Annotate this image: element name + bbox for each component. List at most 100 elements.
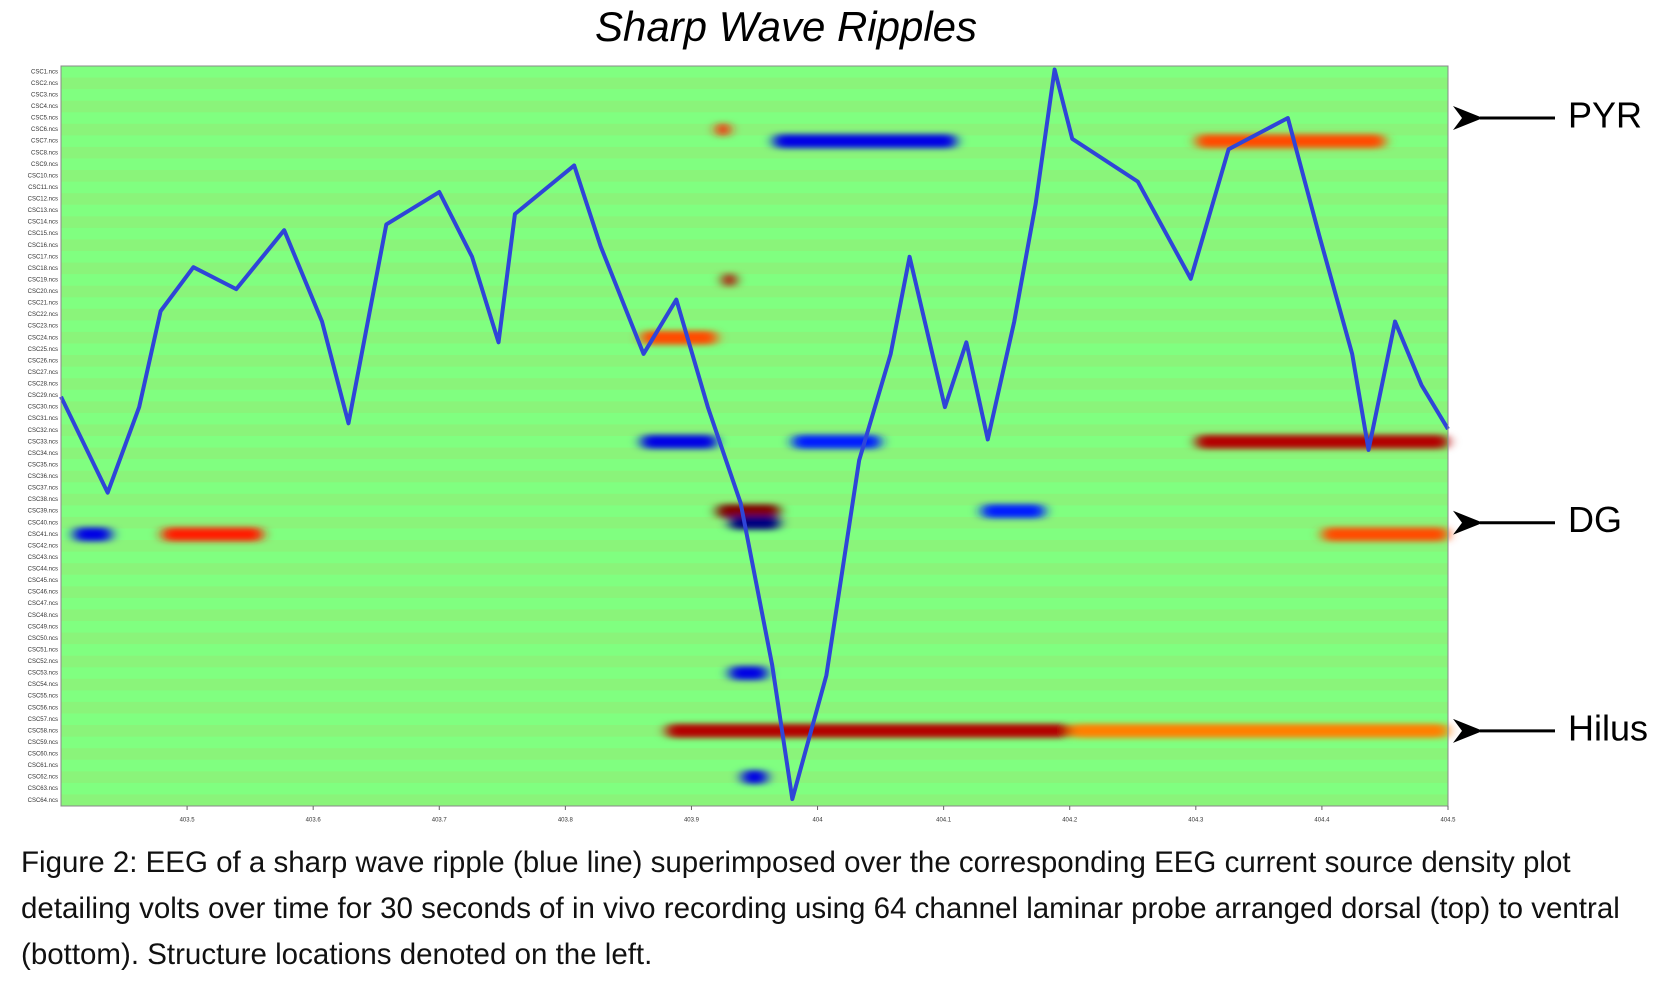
y-tick-label: CSC43.ncs: [28, 555, 58, 561]
y-tick-label: CSC46.ncs: [28, 590, 58, 596]
csd-spot: [1195, 434, 1448, 449]
y-tick-label: CSC21.ncs: [28, 301, 58, 307]
y-tick-label: CSC38.ncs: [28, 497, 58, 503]
x-tick-label: 403.6: [306, 818, 322, 824]
y-tick-label: CSC29.ncs: [28, 393, 58, 399]
csd-spot: [666, 723, 1070, 738]
y-tick-label: CSC52.ncs: [28, 659, 58, 665]
y-tick-label: CSC22.ncs: [28, 312, 58, 318]
y-tick-label: CSC14.ncs: [28, 220, 58, 226]
y-tick-label: CSC63.ncs: [28, 786, 58, 792]
y-tick-label: CSC49.ncs: [28, 624, 58, 630]
y-tick-label: CSC40.ncs: [28, 520, 58, 526]
row-band: [61, 447, 1448, 460]
y-tick-label: CSC25.ncs: [28, 347, 58, 353]
x-tick-label: 403.9: [684, 818, 700, 824]
y-tick-label: CSC36.ncs: [28, 474, 58, 480]
y-tick-label: CSC13.ncs: [28, 208, 58, 214]
row-band: [61, 701, 1448, 714]
csd-spot: [773, 134, 957, 149]
row-band: [61, 193, 1448, 205]
csd-spot: [729, 515, 780, 530]
y-tick-label: CSC50.ncs: [28, 636, 58, 642]
y-tick-label: CSC1.ncs: [31, 69, 58, 75]
row-band: [61, 540, 1448, 552]
x-tick-label: 404.3: [1188, 818, 1204, 824]
y-tick-label: CSC11.ncs: [28, 185, 58, 191]
csd-spot: [1321, 527, 1448, 542]
x-tick-label: 404: [813, 818, 824, 824]
csd-spot: [161, 527, 263, 542]
y-tick-label: CSC39.ncs: [28, 509, 58, 515]
row-band: [61, 424, 1448, 436]
y-tick-label: CSC12.ncs: [28, 197, 58, 203]
row-band: [61, 748, 1448, 760]
y-tick-label: CSC53.ncs: [28, 671, 58, 677]
y-tick-label: CSC6.ncs: [31, 127, 58, 133]
x-tick-label: 404.5: [1440, 818, 1456, 824]
row-band: [61, 609, 1448, 621]
y-tick-label: CSC3.ncs: [31, 92, 58, 98]
csd-spot: [729, 666, 768, 680]
x-tick-label: 403.7: [432, 818, 448, 824]
y-tick-label: CSC59.ncs: [28, 740, 58, 746]
y-tick-label: CSC45.ncs: [28, 578, 58, 584]
csd-spot: [1069, 723, 1448, 738]
y-tick-label: CSC47.ncs: [28, 601, 58, 607]
y-tick-label: CSC15.ncs: [28, 231, 58, 237]
y-tick-label: CSC51.ncs: [28, 647, 58, 653]
y-tick-label: CSC20.ncs: [28, 289, 58, 295]
y-tick-label: CSC48.ncs: [28, 613, 58, 619]
row-band: [61, 216, 1448, 228]
row-band: [61, 123, 1448, 136]
y-tick-label: CSC23.ncs: [28, 324, 58, 330]
x-tick-label: 404.2: [1062, 818, 1078, 824]
y-tick-label: CSC57.ncs: [28, 717, 58, 723]
csd-spots: [73, 122, 1448, 785]
trace: [59, 67, 1450, 802]
y-tick-label: CSC5.ncs: [31, 116, 58, 122]
csd-spot: [981, 504, 1045, 519]
y-tick-label: CSC16.ncs: [28, 243, 58, 249]
row-band: [61, 170, 1448, 182]
y-tick-label: CSC4.ncs: [31, 104, 58, 110]
x-tick-label: 404.1: [936, 818, 952, 824]
x-tick-label: 403.8: [558, 818, 574, 824]
row-band: [61, 100, 1448, 113]
y-tick-label: CSC27.ncs: [28, 370, 58, 376]
csd-spot: [722, 272, 736, 287]
y-tick-label: CSC61.ncs: [28, 763, 58, 769]
row-band: [61, 308, 1448, 321]
row-band: [61, 239, 1448, 251]
csd-spot: [716, 122, 730, 137]
csd-spot: [1195, 134, 1385, 149]
y-tick-label: CSC32.ncs: [28, 428, 58, 434]
y-tick-label: CSC35.ncs: [28, 462, 58, 468]
y-tick-label: CSC30.ncs: [28, 405, 58, 411]
y-tick-label: CSC44.ncs: [28, 567, 58, 573]
csd-spot: [641, 330, 717, 345]
y-tick-label: CSC41.ncs: [28, 532, 58, 538]
plot-border: [60, 65, 1449, 807]
chart: Sharp Wave Ripples CSC1.ncs CSC2.ncs CSC3.…: [28, 3, 1648, 824]
row-band: [61, 794, 1448, 806]
y-tick-label: CSC19.ncs: [28, 277, 58, 283]
y-tick-label: CSC31.ncs: [28, 416, 58, 422]
y-tick-label: CSC55.ncs: [28, 694, 58, 700]
row-band: [61, 146, 1448, 159]
csd-spot: [641, 434, 717, 449]
row-band: [61, 262, 1448, 275]
y-tick-label: CSC8.ncs: [31, 150, 58, 156]
y-tick-label: CSC9.ncs: [31, 162, 58, 168]
row-band: [61, 401, 1448, 413]
y-tick-label: CSC10.ncs: [28, 173, 58, 179]
row-band: [61, 678, 1448, 691]
row-band: [61, 586, 1448, 598]
y-tick-label: CSC42.ncs: [28, 543, 58, 549]
row-band: [61, 77, 1448, 90]
y-tick-label: CSC64.ncs: [28, 798, 58, 804]
row-band: [61, 470, 1448, 483]
y-tick-label: CSC26.ncs: [28, 358, 58, 364]
y-tick-label: CSC58.ncs: [28, 728, 58, 734]
